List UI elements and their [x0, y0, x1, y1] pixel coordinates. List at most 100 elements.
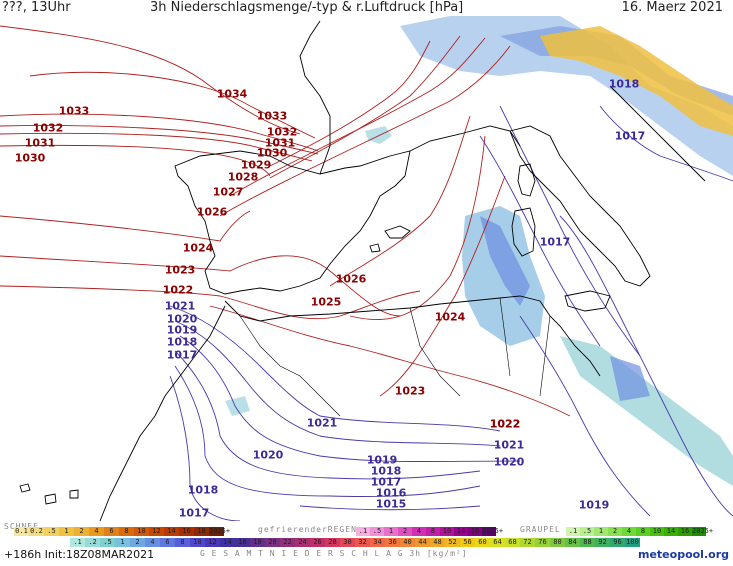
legend-swatch: .5	[100, 538, 115, 547]
isobar-label: 1016	[375, 486, 407, 500]
forecast-run-info: +186h Init:18Z08MAR2021	[4, 548, 155, 561]
precip-area-southeast	[610, 356, 650, 401]
coast-adriatic	[609, 85, 706, 182]
coastlines	[19, 20, 706, 521]
isobar-label: 1021	[164, 299, 196, 313]
isobar-label: 1032	[266, 125, 298, 139]
legend-swatch: 64	[490, 538, 505, 547]
valid-date: 16. Maerz 2021	[621, 0, 723, 15]
isobars-low	[169, 105, 733, 521]
isobar-label: 1021	[493, 438, 525, 452]
legend-swatch: 2025+	[209, 527, 231, 536]
precip-area-canary	[225, 396, 250, 416]
legend-swatch: 4	[622, 527, 636, 536]
legend-swatch: 20	[265, 538, 280, 547]
isobar-label: 1018	[187, 483, 219, 497]
isobar-label: 1028	[227, 170, 259, 184]
isobar-label: 1019	[578, 498, 610, 512]
coast-italy	[509, 125, 651, 287]
coast-morocco-atlantic	[99, 305, 226, 521]
legend-swatch: 100	[625, 538, 640, 547]
isobar-label: 1019	[366, 453, 398, 467]
legend-swatch: 12	[205, 538, 220, 547]
precip-area-south-italy	[560, 336, 733, 486]
isobar-label: 1018	[166, 335, 198, 349]
isobar-label: 1018	[370, 464, 402, 478]
isobar-label: 1021	[306, 416, 338, 430]
border-lines	[239, 297, 551, 417]
legend-swatch: 96	[610, 538, 625, 547]
coast-balearics	[369, 225, 411, 253]
legend-swatch: .5	[44, 527, 59, 536]
legend-swatch: .1	[356, 527, 370, 536]
coast-france	[299, 20, 521, 175]
isobar-label: 1023	[164, 263, 196, 277]
isobar-label: 1017	[178, 506, 210, 520]
legend-swatch: 4	[412, 527, 426, 536]
isobar-label: 1031	[264, 136, 296, 150]
legend-swatch: 28	[325, 538, 340, 547]
legend-swatch: 10	[134, 527, 149, 536]
precip-area-biscay	[365, 126, 392, 144]
isobar-label: 1026	[335, 272, 367, 286]
legend-swatch: 24	[295, 538, 310, 547]
legend-swatch: 2	[130, 538, 145, 547]
isobar-label: 1022	[489, 417, 521, 431]
legend-snow-label: SCHNEE	[4, 522, 39, 531]
legend-swatch: 40	[400, 538, 415, 547]
coast-canaries	[19, 483, 79, 505]
legend-swatch: 56	[460, 538, 475, 547]
legend-swatch: 80	[550, 538, 565, 547]
legend-swatch: 16	[235, 538, 250, 547]
isobar-label: 1032	[32, 121, 64, 135]
legend-swatch: 1	[115, 538, 130, 547]
legend-swatch: .5	[370, 527, 384, 536]
isobar-label: 1031	[24, 136, 56, 150]
legend-swatch: 44	[415, 538, 430, 547]
isobar-label: 1022	[162, 283, 194, 297]
legend-swatch: 8	[175, 538, 190, 547]
isobar-label: 1025	[310, 295, 342, 309]
legend-swatch: 18	[250, 538, 265, 547]
legend-swatch: 72	[520, 538, 535, 547]
legend-swatch: 4	[145, 538, 160, 547]
legend-swatch: 10	[190, 538, 205, 547]
coast-iberia	[174, 150, 411, 295]
legend-swatch: 14	[220, 538, 235, 547]
isobar-label: 1019	[166, 323, 198, 337]
legend-swatch: 10	[440, 527, 454, 536]
brand-logo[interactable]: meteopool.org	[638, 548, 729, 561]
precip-area-north	[400, 16, 733, 176]
legend-swatch: 16	[179, 527, 194, 536]
legend-swatch: .1	[566, 527, 580, 536]
isobar-label: 1023	[394, 384, 426, 398]
legend-total-label: G E S A M T N I E D E R S C H L A G 3h […	[200, 549, 468, 558]
legend-swatch: 92	[595, 538, 610, 547]
coast-sicily	[564, 290, 611, 312]
legend-swatch: 0.2	[29, 527, 44, 536]
legend-swatch: 4	[89, 527, 104, 536]
legend-graupel-label: GRAUPEL	[520, 525, 561, 534]
legend-swatch: 16	[678, 527, 692, 536]
legend-swatch: 1	[59, 527, 74, 536]
legend-regen-scale: .1.5 1 2 4 8 10 14 16 2025+	[356, 527, 503, 536]
pressure-precip-map	[0, 16, 733, 521]
isobar-label: 1034	[216, 87, 248, 101]
legend-swatch: .1	[70, 538, 85, 547]
legend-swatch: 1	[384, 527, 398, 536]
isobar-label: 1017	[614, 129, 646, 143]
legend-swatch: .2	[85, 538, 100, 547]
isobar-label: 1024	[434, 310, 466, 324]
isobar-label: 1030	[256, 146, 288, 160]
coast-north-africa	[224, 295, 601, 377]
isobar-label: 1033	[256, 109, 288, 123]
legend-swatch: 14	[164, 527, 179, 536]
legend-swatch: 34	[370, 538, 385, 547]
legend-swatch: 2	[398, 527, 412, 536]
legend-swatch: 16	[468, 527, 482, 536]
snow-area-alps	[540, 26, 733, 136]
legend-swatch: 88	[580, 538, 595, 547]
isobar-label: 1024	[182, 241, 214, 255]
isobar-label: 1020	[166, 312, 198, 326]
legend-swatch: 32	[355, 538, 370, 547]
